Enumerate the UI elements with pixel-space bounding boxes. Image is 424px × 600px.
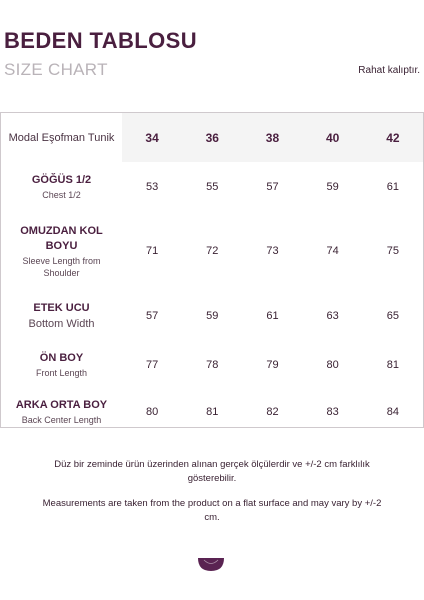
table-cell: 81 <box>386 358 399 371</box>
table-row: OMUZDAN KOL BOYU Sleeve Length from Shou… <box>1 211 423 291</box>
size-header: 34 <box>122 113 183 162</box>
product-name-cell: Modal Eşofman Tunik <box>8 131 115 144</box>
table-cell: 59 <box>206 310 219 322</box>
table-cell: 72 <box>206 245 219 257</box>
table-cell: 71 <box>145 245 159 257</box>
table-cell: 53 <box>145 180 159 193</box>
size-table-container: Modal Eşofman Tunik 34 36 38 40 42 GÖĞÜS… <box>0 112 424 428</box>
table-header-row: Modal Eşofman Tunik 34 36 38 40 42 <box>1 113 423 162</box>
row-label: GÖĞÜS 1/2 Chest 1/2 <box>1 162 122 211</box>
row-label-en: Sleeve Length from Shoulder <box>22 255 101 278</box>
table-cell: 74 <box>326 245 339 257</box>
table-cell: 61 <box>386 180 399 193</box>
fit-note: Rahat kalıptır. <box>358 65 420 76</box>
size-header: 42 <box>362 113 423 162</box>
brand-logo-icon <box>198 558 224 571</box>
row-label-en: Bottom Width <box>28 317 95 330</box>
table-cell: 61 <box>266 310 279 322</box>
row-label-tr: GÖĞÜS 1/2 <box>31 173 92 186</box>
row-label-tr: ARKA ORTA BOY <box>15 399 108 411</box>
table-cell: 77 <box>145 358 159 371</box>
table-cell: 57 <box>145 310 159 322</box>
page-title: BEDEN TABLOSU <box>4 28 198 53</box>
table-cell: 80 <box>145 406 159 418</box>
page-subtitle: SIZE CHART <box>4 60 108 79</box>
table-cell: 75 <box>386 245 399 257</box>
table-cell: 65 <box>386 310 399 322</box>
row-label: ÖN BOY Front Length <box>1 341 122 388</box>
row-label: ETEK UCU Bottom Width <box>1 291 122 341</box>
size-table: Modal Eşofman Tunik 34 36 38 40 42 GÖĞÜS… <box>1 113 423 436</box>
row-label: OMUZDAN KOL BOYU Sleeve Length from Shou… <box>1 211 122 291</box>
row-label-en: Front Length <box>35 367 88 378</box>
table-row: GÖĞÜS 1/2 Chest 1/2 53 55 57 59 61 <box>1 162 423 211</box>
size-header: 38 <box>242 113 303 162</box>
table-row: ETEK UCU Bottom Width 57 59 61 63 65 <box>1 291 423 341</box>
table-cell: 80 <box>326 358 339 371</box>
table-cell: 82 <box>266 406 279 418</box>
row-label-tr: ETEK UCU <box>33 301 90 314</box>
table-cell: 63 <box>326 310 339 322</box>
row-label: ARKA ORTA BOY Back Center Length <box>1 388 122 436</box>
footer-note-en: Measurements are taken from the product … <box>42 498 382 523</box>
table-cell: 84 <box>386 406 399 418</box>
table-cell: 57 <box>266 180 279 193</box>
table-cell: 83 <box>326 406 339 418</box>
table-row: ARKA ORTA BOY Back Center Length 80 81 8… <box>1 388 423 436</box>
row-label-tr: ÖN BOY <box>39 351 84 364</box>
table-cell: 78 <box>206 358 219 371</box>
table-cell: 73 <box>266 245 279 257</box>
table-cell: 55 <box>206 180 219 193</box>
size-header: 40 <box>302 113 363 162</box>
table-cell: 81 <box>206 406 219 418</box>
table-row: ÖN BOY Front Length 77 78 79 80 81 <box>1 341 423 388</box>
size-header: 36 <box>182 113 243 162</box>
table-cell: 59 <box>326 180 339 193</box>
table-cell: 79 <box>266 358 279 371</box>
row-label-tr: OMUZDAN KOL BOYU <box>20 224 103 252</box>
row-label-en: Chest 1/2 <box>42 189 81 200</box>
footer-note-tr: Düz bir zeminde ürün üzerinden alınan ge… <box>54 459 370 484</box>
row-label-en: Back Center Length <box>21 415 102 425</box>
